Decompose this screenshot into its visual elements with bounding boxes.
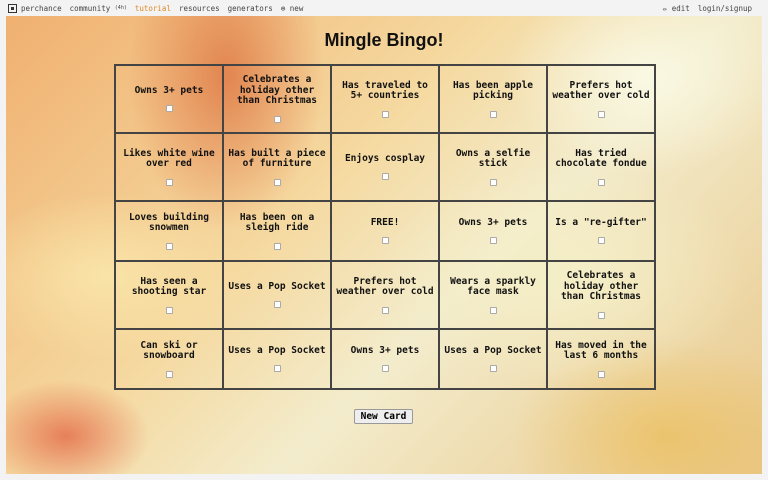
perchance-logo-icon [8, 3, 17, 13]
cell-label: Owns a selfie stick [455, 147, 531, 169]
cell-label: Is a "re-gifter" [555, 216, 647, 228]
cell-checkbox[interactable] [597, 370, 605, 378]
bingo-cell: Celebrates a holiday other than Christma… [547, 261, 655, 329]
cell-checkbox[interactable] [489, 237, 497, 245]
bingo-cell: Has moved in the last 6 months [547, 329, 655, 389]
bingo-cell: Has been apple picking [439, 65, 547, 133]
cell-label: Has traveled to 5+ countries [342, 79, 428, 101]
bingo-cell: Can ski or snowboard [115, 329, 223, 389]
cell-label: Enjoys cosplay [344, 152, 426, 164]
bingo-cell: Is a "re-gifter" [547, 201, 655, 261]
bingo-cell: Likes white wine over red [115, 133, 223, 201]
nav-new[interactable]: ⊕ new [280, 3, 304, 13]
bingo-cell: Uses a Pop Socket [223, 329, 331, 389]
bingo-cell: Owns a selfie stick [439, 133, 547, 201]
cell-checkbox[interactable] [273, 178, 281, 186]
cell-checkbox[interactable] [165, 242, 173, 250]
new-card-button[interactable]: New Card [354, 409, 413, 424]
cell-label: Has been apple picking [452, 79, 534, 101]
nav-resources[interactable]: resources [178, 3, 220, 13]
cell-checkbox[interactable] [273, 365, 281, 373]
bingo-cell: Prefers hot weather over cold [547, 65, 655, 133]
cell-label: Likes white wine over red [123, 147, 215, 169]
cell-label: Has seen a shooting star [131, 275, 207, 297]
bingo-cell: Has tried chocolate fondue [547, 133, 655, 201]
cell-label: Uses a Pop Socket [228, 344, 326, 356]
nav-generators[interactable]: generators [227, 3, 273, 13]
bingo-cell: Owns 3+ pets [115, 65, 223, 133]
cell-label: Has built a piece of furniture [228, 147, 326, 169]
cell-checkbox[interactable] [165, 178, 173, 186]
cell-label: Has been on a sleigh ride [239, 211, 315, 233]
cell-checkbox[interactable] [381, 306, 389, 314]
bingo-cell: Celebrates a holiday other than Christma… [223, 65, 331, 133]
cell-checkbox[interactable] [381, 237, 389, 245]
cell-checkbox[interactable] [165, 306, 173, 314]
cell-checkbox[interactable] [489, 178, 497, 186]
cell-checkbox[interactable] [273, 301, 281, 309]
bingo-cell: Has been on a sleigh ride [223, 201, 331, 261]
cell-checkbox[interactable] [165, 105, 173, 113]
cell-checkbox[interactable] [489, 110, 497, 118]
bingo-cell: Has seen a shooting star [115, 261, 223, 329]
cell-label: Prefers hot weather over cold [552, 79, 650, 101]
cell-checkbox[interactable] [273, 242, 281, 250]
cell-label: Celebrates a holiday other than Christma… [560, 270, 642, 303]
bingo-cell: FREE! [331, 201, 439, 261]
cell-label: Has moved in the last 6 months [555, 339, 647, 361]
cell-label: Has tried chocolate fondue [555, 147, 647, 169]
cell-checkbox[interactable] [597, 311, 605, 319]
cell-label: Loves building snowmen [128, 211, 210, 233]
cell-label: Prefers hot weather over cold [336, 275, 434, 297]
cell-label: Owns 3+ pets [350, 344, 420, 356]
background-image [6, 16, 762, 474]
nav-home[interactable]: perchance [8, 3, 62, 13]
bingo-cell: Owns 3+ pets [331, 329, 439, 389]
cell-checkbox[interactable] [165, 370, 173, 378]
cell-label: Owns 3+ pets [134, 84, 204, 96]
cell-checkbox[interactable] [597, 178, 605, 186]
cell-checkbox[interactable] [597, 237, 605, 245]
cell-label: Wears a sparkly face mask [450, 275, 536, 297]
bingo-cell: Has traveled to 5+ countries [331, 65, 439, 133]
bingo-cell: Wears a sparkly face mask [439, 261, 547, 329]
cell-checkbox[interactable] [381, 173, 389, 181]
cell-label: Uses a Pop Socket [444, 344, 542, 356]
bingo-cell: Prefers hot weather over cold [331, 261, 439, 329]
nav-login[interactable]: login/signup [697, 3, 752, 13]
cell-label: Owns 3+ pets [458, 216, 528, 228]
bingo-cell: Enjoys cosplay [331, 133, 439, 201]
nav-community[interactable]: community (4h) [69, 3, 127, 13]
cell-checkbox[interactable] [489, 306, 497, 314]
cell-label: Celebrates a holiday other than Christma… [236, 74, 318, 107]
cell-label: Uses a Pop Socket [228, 280, 326, 292]
bingo-cell: Uses a Pop Socket [223, 261, 331, 329]
nav-edit[interactable]: ✏ edit [662, 3, 690, 13]
cell-label: Can ski or snowboard [140, 339, 198, 361]
bingo-cell: Uses a Pop Socket [439, 329, 547, 389]
page-title: Mingle Bingo! [324, 30, 444, 50]
cell-checkbox[interactable] [489, 365, 497, 373]
bingo-cell: Owns 3+ pets [439, 201, 547, 261]
bingo-cell: Has built a piece of furniture [223, 133, 331, 201]
cell-checkbox[interactable] [597, 110, 605, 118]
nav-tutorial[interactable]: tutorial [134, 3, 171, 13]
bingo-card: Owns 3+ pets Celebrates a holiday other t… [114, 64, 656, 390]
cell-label: FREE! [370, 216, 400, 228]
cell-checkbox[interactable] [381, 365, 389, 373]
top-nav: perchance community (4h) tutorial resour… [0, 0, 768, 16]
cell-checkbox[interactable] [273, 115, 281, 123]
cell-checkbox[interactable] [381, 110, 389, 118]
bingo-cell: Loves building snowmen [115, 201, 223, 261]
